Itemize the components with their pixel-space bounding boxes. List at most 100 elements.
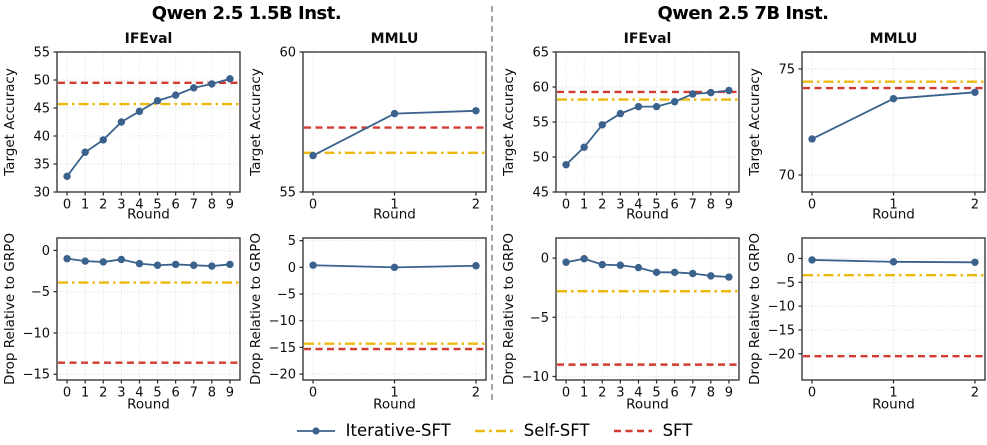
svg-text:1: 1 [81,386,89,401]
svg-text:50: 50 [532,151,549,166]
svg-text:−5: −5 [31,285,50,300]
svg-text:55: 55 [33,46,50,61]
svg-text:45: 45 [33,102,50,117]
svg-text:3: 3 [117,386,125,401]
svg-text:45: 45 [532,186,549,201]
svg-text:5: 5 [288,234,296,249]
svg-text:55: 55 [532,116,549,131]
svg-text:1: 1 [580,386,588,401]
svg-text:−20: −20 [269,368,296,383]
svg-text:2: 2 [971,386,979,401]
svg-text:0: 0 [63,386,71,401]
svg-text:−5: −5 [776,276,795,291]
svg-text:0: 0 [42,244,50,259]
svg-text:−15: −15 [269,341,296,356]
svg-text:1: 1 [889,386,897,401]
svg-text:−10: −10 [269,314,296,329]
svg-text:Target Accuracy: Target Accuracy [501,68,517,177]
svg-text:2: 2 [472,198,480,213]
svg-text:7: 7 [689,386,697,401]
chart-grid-1-5b: 0 1 2 3 4 5 6 7 8 9 30 35 40 45 50 55 Round Target Accura… [1,26,493,416]
svg-text:2: 2 [598,386,606,401]
svg-text:IFEval: IFEval [125,31,173,47]
svg-text:Round: Round [127,397,170,413]
svg-text:−15: −15 [23,368,50,383]
svg-text:Round: Round [626,397,669,413]
legend-item-self-sft: Self-SFT [473,417,590,445]
svg-text:MMLU: MMLU [371,31,419,47]
svg-text:8: 8 [208,386,216,401]
chart-7b-ifeval-accuracy: 0 1 2 3 4 5 6 7 8 9 45 50 55 60 65 Round Target Accuracy… [500,26,746,226]
svg-text:0: 0 [787,252,795,267]
svg-text:−10: −10 [522,370,549,385]
svg-text:4: 4 [634,386,642,401]
svg-text:9: 9 [226,386,234,401]
svg-text:7: 7 [689,198,697,213]
svg-text:Round: Round [127,207,170,223]
svg-text:Drop Relative to GRPO: Drop Relative to GRPO [248,233,264,385]
svg-text:6: 6 [172,198,180,213]
svg-text:70: 70 [778,169,795,184]
chart-1-5b-ifeval-accuracy: 0 1 2 3 4 5 6 7 8 9 30 35 40 45 50 55 Round Target Accura… [1,26,247,226]
svg-text:Round: Round [872,397,915,413]
legend-label-sft: SFT [662,421,693,440]
svg-text:Round: Round [872,207,915,223]
svg-text:9: 9 [226,198,234,213]
group-title-qwen-7b: Qwen 2.5 7B Inst. [657,3,829,24]
legend-label-self-sft: Self-SFT [523,421,590,440]
chart-7b-mmlu-accuracy: 0 1 2 70 75 Round Target Accuracy MMLU [746,26,987,226]
svg-text:1: 1 [390,386,398,401]
svg-text:1: 1 [889,198,897,213]
plot-canvas: 0 1 2 55 60 Round Target Accuracy MMLU [248,31,487,223]
svg-text:8: 8 [707,198,715,213]
svg-text:3: 3 [117,198,125,213]
svg-text:−15: −15 [768,323,795,338]
svg-text:Drop Relative to GRPO: Drop Relative to GRPO [747,233,763,385]
svg-text:50: 50 [33,74,50,89]
svg-text:60: 60 [532,81,549,96]
svg-text:2: 2 [99,386,107,401]
svg-text:65: 65 [532,46,549,61]
group-divider-line [491,6,493,400]
plot-canvas: 0 1 2 5 0 −5 −10 −15 −20 Round Drop Relative to GR… [248,233,487,413]
svg-text:−10: −10 [23,326,50,341]
svg-text:4: 4 [634,198,642,213]
chart-grid-7b: 0 1 2 3 4 5 6 7 8 9 45 50 55 60 65 Round Target Accuracy… [500,26,987,416]
svg-text:0: 0 [541,252,549,267]
svg-text:Target Accuracy: Target Accuracy [747,68,763,177]
chart-1-5b-ifeval-drop: 0 1 2 3 4 5 6 7 8 9 0 −5 −10 −15 Round Drop Relative to… [1,226,247,416]
plot-canvas: 0 1 2 70 75 Round Target Accuracy MMLU [747,31,986,223]
svg-text:1: 1 [390,198,398,213]
svg-text:Target Accuracy: Target Accuracy [2,68,18,177]
svg-text:−20: −20 [768,347,795,362]
svg-text:Round: Round [373,207,416,223]
svg-text:40: 40 [33,130,50,145]
svg-text:5: 5 [652,198,660,213]
svg-text:5: 5 [153,198,161,213]
svg-text:0: 0 [562,386,570,401]
svg-text:55: 55 [279,186,296,201]
svg-text:7: 7 [190,386,198,401]
svg-text:5: 5 [652,386,660,401]
svg-text:8: 8 [707,386,715,401]
svg-text:6: 6 [172,386,180,401]
chart-groups: Qwen 2.5 1.5B Inst. 0 1 2 3 4 5 6 7 8 9 30 35 40 45 50… [0,0,987,416]
chart-7b-ifeval-drop: 0 1 2 3 4 5 6 7 8 9 0 −5 −10 Round Drop Relative to GR… [500,226,746,416]
svg-text:Drop Relative to GRPO: Drop Relative to GRPO [2,233,18,385]
svg-text:9: 9 [725,386,733,401]
svg-text:5: 5 [153,386,161,401]
svg-text:MMLU: MMLU [870,31,918,47]
svg-text:1: 1 [81,198,89,213]
chart-7b-mmlu-drop: 0 1 2 0 −5 −10 −15 −20 Round Drop Relative to GRP… [746,226,987,416]
group-qwen-1-5b: Qwen 2.5 1.5B Inst. 0 1 2 3 4 5 6 7 8 9 30 35 40 45 50… [0,0,493,416]
svg-text:0: 0 [309,198,317,213]
svg-text:6: 6 [671,386,679,401]
svg-text:−10: −10 [768,300,795,315]
group-title-qwen-1-5b: Qwen 2.5 1.5B Inst. [151,3,342,24]
legend-label-iterative-sft: Iterative-SFT [345,421,451,440]
svg-text:−5: −5 [530,311,549,326]
svg-text:7: 7 [190,198,198,213]
